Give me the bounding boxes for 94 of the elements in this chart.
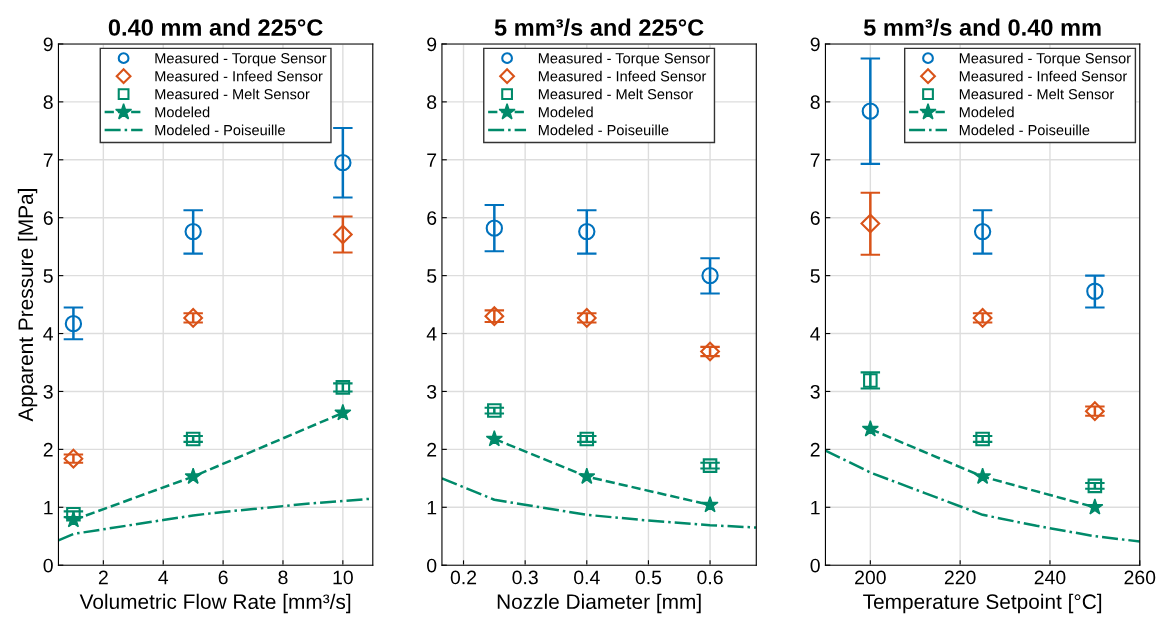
y-tick-label: 5 — [810, 269, 820, 283]
y-tick-label: 1 — [427, 500, 437, 515]
y-tick-label: 8 — [810, 95, 820, 110]
point — [334, 154, 352, 172]
y-tick-label: 0 — [43, 558, 53, 573]
point — [860, 213, 881, 234]
legend-label: Measured - Melt Sensor — [959, 88, 1115, 100]
legend-label: Modeled — [538, 106, 593, 118]
point — [332, 224, 353, 245]
point — [973, 222, 992, 241]
point — [334, 403, 352, 421]
y-tick-label: 9 — [810, 37, 820, 52]
point — [184, 222, 202, 241]
x-axis-title: Nozzle Diameter [mm] — [497, 593, 701, 614]
x-tick-label: 260 — [1124, 570, 1156, 585]
point — [184, 467, 202, 485]
point — [701, 495, 719, 513]
x-tick-label: 0.2 — [450, 570, 477, 585]
chart-title: 5 mm³/s and 0.40 mm — [863, 18, 1101, 37]
y-tick-label: 6 — [427, 211, 437, 225]
y-tick-label: 3 — [810, 384, 820, 399]
y-tick-label: 2 — [427, 442, 437, 457]
y-tick-label: 4 — [43, 327, 54, 341]
point — [485, 219, 504, 237]
y-tick-label: 6 — [43, 211, 53, 225]
legend-label: Measured - Melt Sensor — [155, 88, 310, 100]
y-tick-label: 6 — [810, 211, 820, 225]
y-tick-label: 0 — [427, 558, 437, 573]
y-tick-label: 7 — [427, 153, 437, 167]
legend-label: Measured - Torque Sensor — [538, 52, 710, 67]
point — [861, 420, 879, 437]
x-tick-label: 10 — [333, 570, 353, 585]
x-tick-label: 6 — [218, 570, 228, 585]
legend-label: Measured - Infeed Sensor — [538, 70, 707, 82]
x-tick-label: 4 — [158, 570, 169, 585]
y-tick-label: 2 — [810, 442, 820, 457]
legend-label: Modeled — [959, 106, 1014, 118]
point — [861, 102, 880, 120]
y-tick-label: 3 — [43, 384, 53, 399]
x-axis-title: Temperature Setpoint [°C] — [863, 593, 1102, 614]
y-tick-label: 4 — [810, 327, 821, 341]
y-tick-label: 5 — [43, 269, 53, 283]
x-tick-label: 240 — [1034, 570, 1066, 585]
point — [64, 315, 83, 333]
point — [578, 467, 596, 485]
y-tick-label: 8 — [427, 95, 437, 110]
legend-label: Modeled - Poiseuille — [155, 124, 285, 136]
legend-label: Modeled - Poiseuille — [959, 124, 1090, 136]
y-tick-label: 7 — [43, 153, 53, 167]
point — [485, 429, 503, 447]
point — [975, 431, 990, 447]
y-tick-label: 8 — [43, 95, 53, 110]
point — [1086, 498, 1104, 515]
x-axis-title: Volumetric Flow Rate [mm³/s] — [79, 593, 351, 614]
x-tick-label: 8 — [278, 570, 288, 585]
legend-label: Modeled — [155, 106, 210, 118]
y-tick-label: 1 — [44, 500, 53, 515]
legend-label: Measured - Torque Sensor — [959, 52, 1131, 67]
legend-label: Measured - Torque Sensor — [155, 52, 327, 67]
y-tick-label: 2 — [43, 442, 53, 457]
y-tick-label: 3 — [427, 384, 437, 399]
point — [701, 266, 719, 285]
y-tick-label: 1 — [811, 500, 820, 515]
x-tick-label: 220 — [944, 570, 976, 585]
y-tick-label: 9 — [427, 37, 437, 52]
x-tick-label: 0.3 — [512, 570, 538, 585]
y-tick-label: 9 — [43, 37, 53, 52]
y-tick-label: 7 — [810, 153, 820, 167]
chart-title: 5 mm³/s and 225°C — [494, 18, 704, 37]
point — [700, 341, 720, 362]
chart-title: 0.40 mm and 225°C — [108, 18, 323, 36]
y-tick-label: 4 — [426, 327, 437, 341]
x-tick-label: 2 — [98, 570, 108, 585]
point — [973, 467, 992, 485]
point — [1087, 478, 1103, 494]
x-tick-label: 0.4 — [574, 570, 600, 585]
legend-label: Modeled - Poiseuille — [538, 124, 669, 136]
x-tick-label: 0.5 — [635, 570, 662, 585]
point — [1086, 282, 1104, 300]
x-tick-label: 200 — [855, 570, 886, 585]
y-tick-label: 0 — [810, 558, 820, 573]
point — [66, 506, 81, 522]
point — [63, 448, 84, 469]
y-tick-label: 5 — [427, 269, 437, 283]
y-axis-title: Apparent Pressure [MPa] — [17, 189, 38, 422]
legend-label: Measured - Infeed Sensor — [959, 70, 1128, 82]
x-tick-label: 0.6 — [697, 570, 723, 585]
point — [863, 373, 878, 388]
line-series — [441, 477, 757, 529]
point — [578, 222, 596, 241]
line-series — [825, 449, 1140, 543]
point — [487, 403, 502, 418]
legend-label: Measured - Melt Sensor — [538, 88, 694, 100]
legend-label: Measured - Infeed Sensor — [155, 70, 323, 82]
